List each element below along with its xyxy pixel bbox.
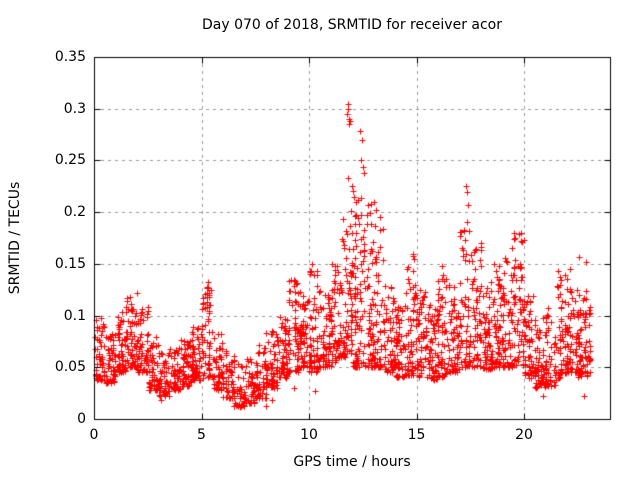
y-tick-label: 0.15 <box>54 255 86 272</box>
x-tick-label: 5 <box>197 427 206 443</box>
chart-title: Day 070 of 2018, SRMTID for receiver aco… <box>201 17 502 33</box>
y-tick-label: 0.05 <box>54 359 86 376</box>
x-tick-label: 0 <box>89 427 99 443</box>
x-tick-label: 15 <box>407 427 426 443</box>
y-tick-label: 0.3 <box>63 100 86 117</box>
y-tick-label: 0.35 <box>54 49 86 65</box>
x-tick-label: 10 <box>300 427 318 443</box>
x-tick-label: 20 <box>515 427 533 443</box>
x-axis-label: GPS time / hours <box>293 454 411 470</box>
y-tick-label: 0.2 <box>63 204 86 221</box>
y-tick-label: 0.1 <box>63 307 86 324</box>
y-tick-label: 0.25 <box>54 152 86 169</box>
y-tick-label: 0 <box>77 411 86 427</box>
y-axis-label: SRMTID / TECUs <box>7 181 23 295</box>
